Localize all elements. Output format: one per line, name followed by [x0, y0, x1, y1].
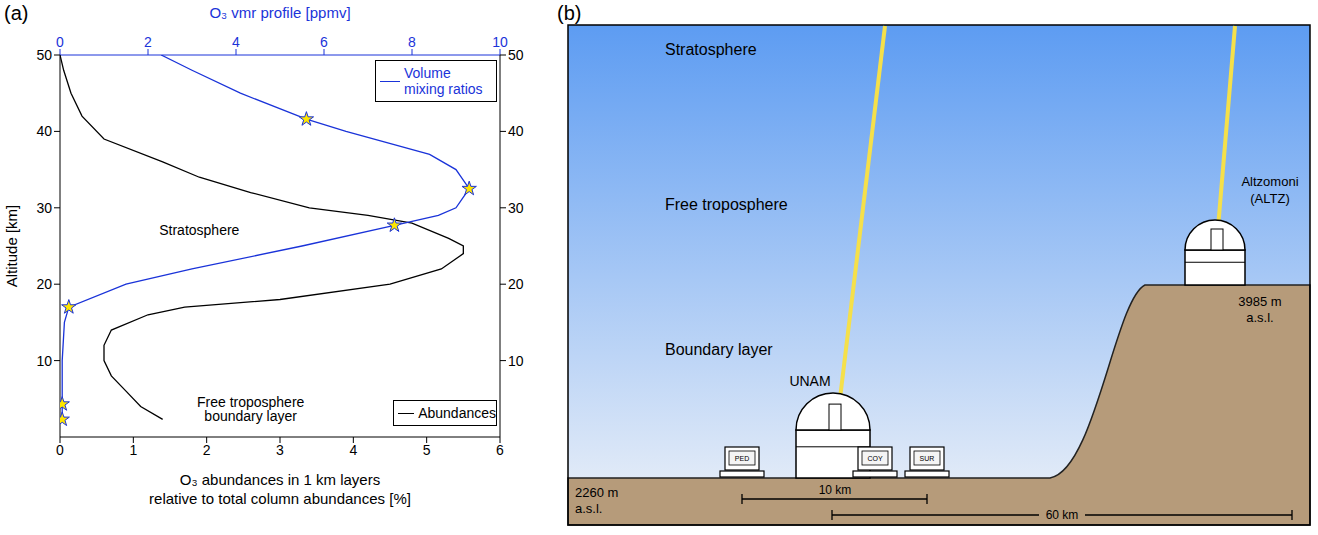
svg-text:4: 4	[232, 34, 240, 50]
svg-text:60 km: 60 km	[1046, 508, 1079, 522]
svg-text:50: 50	[508, 47, 524, 63]
svg-text:3985 m: 3985 m	[1238, 294, 1281, 309]
svg-text:10 km: 10 km	[819, 483, 852, 497]
html-text:Free troposphere: Free troposphere	[197, 393, 305, 410]
svg-text:Altzomoni: Altzomoni	[1241, 174, 1298, 189]
html-text:boundary layer: boundary layer	[204, 408, 297, 425]
svg-text:1: 1	[129, 442, 137, 458]
svg-text:2: 2	[144, 34, 152, 50]
svg-text:6: 6	[320, 34, 328, 50]
svg-text:Altitude [km]: Altitude [km]	[3, 205, 20, 288]
svg-text:0: 0	[56, 34, 64, 50]
svg-text:Boundary layer: Boundary layer	[665, 341, 773, 358]
svg-text:30: 30	[508, 200, 524, 216]
svg-text:6: 6	[496, 442, 504, 458]
html-text:Abundances: Abundances	[418, 405, 496, 421]
svg-text:50: 50	[36, 47, 52, 63]
svg-text:2: 2	[203, 442, 211, 458]
html-text:Stratosphere: Stratosphere	[159, 221, 240, 238]
svg-text:20: 20	[36, 276, 52, 292]
svg-text:PED: PED	[735, 455, 749, 462]
svg-text:3: 3	[276, 442, 284, 458]
svg-text:40: 40	[508, 123, 524, 139]
svg-text:10: 10	[492, 34, 508, 50]
svg-text:COY: COY	[867, 455, 883, 462]
html-text:(a): (a)	[4, 2, 29, 24]
svg-text:4: 4	[349, 442, 357, 458]
svg-text:30: 30	[36, 200, 52, 216]
svg-text:UNAM: UNAM	[789, 373, 830, 389]
html-text:relative to total column abund: relative to total column abundances [%]	[149, 490, 411, 507]
svg-text:8: 8	[408, 34, 416, 50]
svg-text:2260 m: 2260 m	[575, 485, 618, 500]
html-text:O₃ vmr profile [ppmv]: O₃ vmr profile [ppmv]	[209, 4, 351, 21]
svg-text:20: 20	[508, 276, 524, 292]
svg-text:10: 10	[508, 353, 524, 369]
svg-text:(ALTZ): (ALTZ)	[1250, 191, 1289, 206]
svg-text:(b): (b)	[557, 2, 581, 24]
svg-text:a.s.l.: a.s.l.	[1246, 310, 1273, 325]
svg-text:40: 40	[36, 123, 52, 139]
svg-text:a.s.l.: a.s.l.	[575, 501, 602, 516]
svg-text:Stratosphere: Stratosphere	[665, 41, 757, 58]
html-text:O₃ abundances in 1 km layers: O₃ abundances in 1 km layers	[179, 471, 381, 488]
svg-text:10: 10	[36, 353, 52, 369]
svg-text:SUR: SUR	[920, 455, 935, 462]
html-text:Volume mixing ratios: Volume mixing ratios	[404, 65, 483, 97]
svg-text:Free troposphere: Free troposphere	[665, 196, 788, 213]
svg-text:0: 0	[56, 442, 64, 458]
svg-text:5: 5	[423, 442, 431, 458]
